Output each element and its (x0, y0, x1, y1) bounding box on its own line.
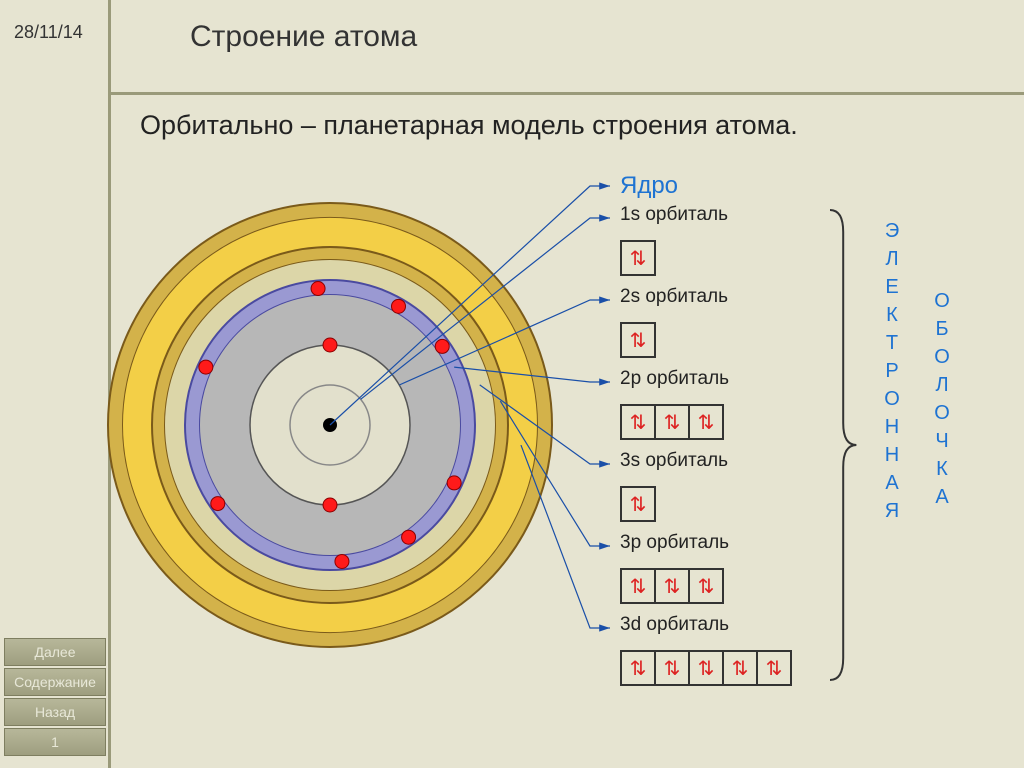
orbital-box: ⇅ (620, 568, 656, 604)
orbital-box-row: ⇅ (620, 240, 656, 276)
shell-word: ОБОЛОЧКА (930, 290, 953, 514)
orbital-box: ⇅ (620, 322, 656, 358)
nucleus-label: Ядро (620, 172, 678, 200)
electron-word: ЭЛЕКТРОННАЯ (880, 220, 903, 528)
orbital-box-row: ⇅ (620, 486, 656, 522)
orbital-box-row: ⇅⇅⇅ (620, 404, 724, 440)
orbital-box: ⇅ (620, 650, 656, 686)
orbital-box: ⇅ (620, 240, 656, 276)
orbital-box-row: ⇅⇅⇅ (620, 568, 724, 604)
orbital-box: ⇅ (690, 404, 724, 440)
orbital-label: 2s орбиталь (620, 286, 728, 308)
orbital-box-row: ⇅⇅⇅⇅⇅ (620, 650, 792, 686)
orbital-box: ⇅ (758, 650, 792, 686)
atom-diagram (0, 0, 1024, 768)
orbital-box: ⇅ (724, 650, 758, 686)
orbital-label: 3p орбиталь (620, 532, 729, 554)
orbital-box: ⇅ (656, 650, 690, 686)
orbital-label: 3d орбиталь (620, 614, 729, 636)
orbital-box: ⇅ (620, 486, 656, 522)
orbital-label: 2p орбиталь (620, 368, 729, 390)
orbital-box: ⇅ (620, 404, 656, 440)
orbital-label: 1s орбиталь (620, 204, 728, 226)
orbital-box-row: ⇅ (620, 322, 656, 358)
orbital-box: ⇅ (690, 568, 724, 604)
orbital-box: ⇅ (656, 568, 690, 604)
orbital-label: 3s орбиталь (620, 450, 728, 472)
orbital-box: ⇅ (656, 404, 690, 440)
orbital-box: ⇅ (690, 650, 724, 686)
